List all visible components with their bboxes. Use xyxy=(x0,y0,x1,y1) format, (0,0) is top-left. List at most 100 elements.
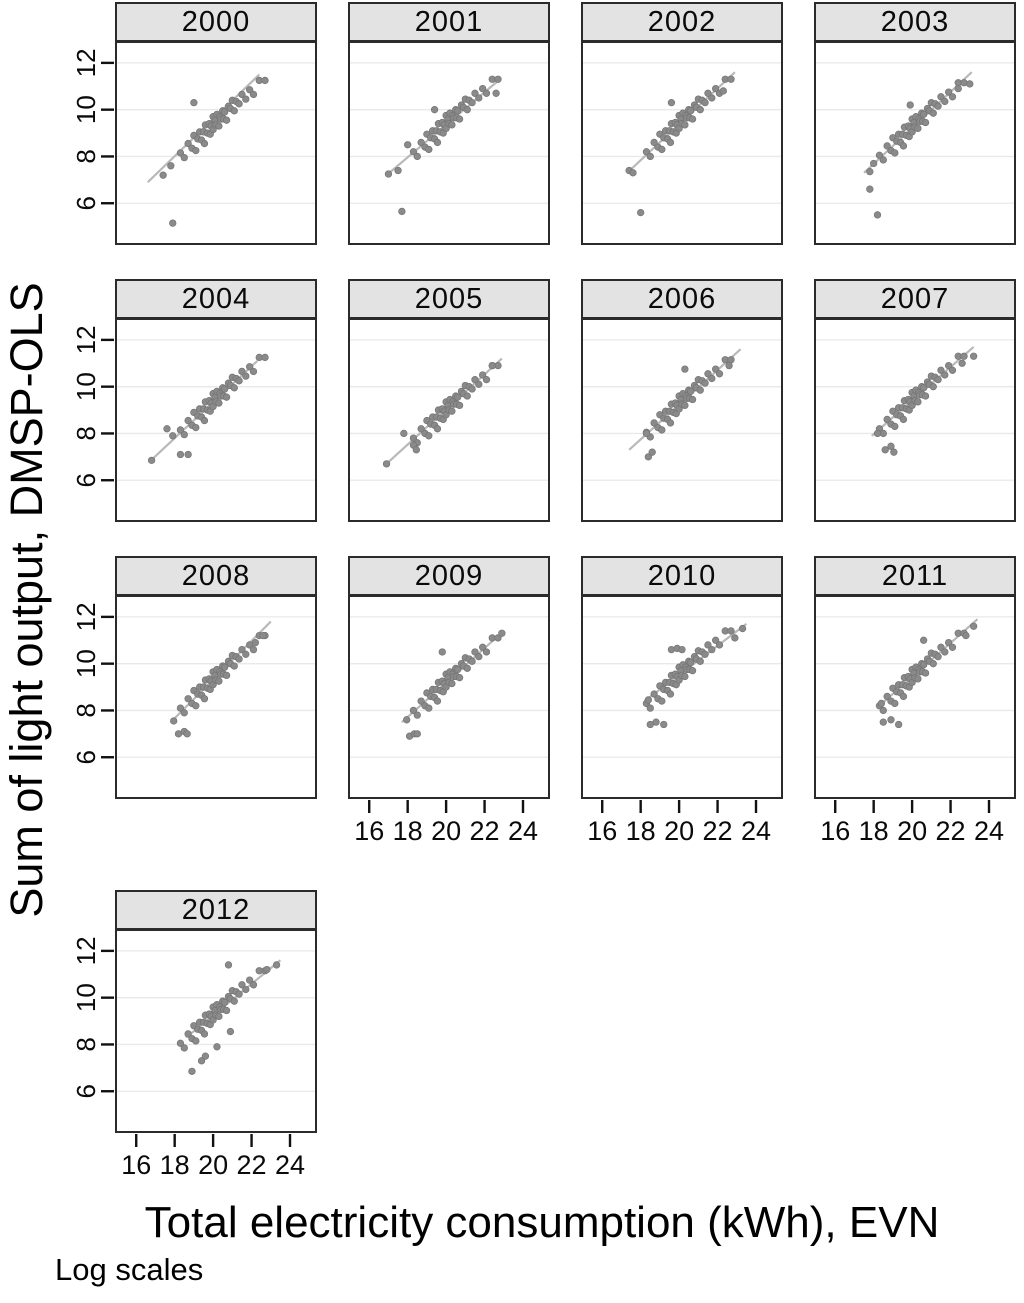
data-point xyxy=(658,697,666,705)
data-point xyxy=(701,379,709,387)
data-point xyxy=(727,627,735,635)
facet-panel-2010: 2010 16 18 20 22 24 xyxy=(581,556,783,846)
x-axis-title: Total electricity consumption (kWh), EVN xyxy=(144,1198,940,1247)
data-point xyxy=(899,415,908,424)
y-tick-label: 12 xyxy=(71,936,101,965)
facet-plot-area xyxy=(814,43,1016,245)
data-point xyxy=(482,648,491,656)
data-point xyxy=(448,407,456,415)
data-point xyxy=(666,690,675,698)
data-point xyxy=(471,648,479,656)
data-point xyxy=(176,704,185,712)
data-point xyxy=(417,425,425,433)
data-point xyxy=(887,716,895,724)
data-point xyxy=(425,432,433,440)
facet-year-label: 2007 xyxy=(814,279,1016,320)
x-tick-label: 24 xyxy=(974,816,1004,846)
data-point xyxy=(877,699,886,708)
data-point xyxy=(944,361,953,370)
x-tick-label: 18 xyxy=(859,816,889,846)
data-point xyxy=(245,976,254,984)
y-tick-label: 10 xyxy=(71,95,101,124)
data-point xyxy=(413,711,421,719)
x-tick-label: 20 xyxy=(431,816,461,846)
data-point xyxy=(403,716,411,724)
data-point xyxy=(169,432,177,440)
data-point xyxy=(235,100,243,108)
facet-panel-2004: 2004 6 8 10 12 xyxy=(71,279,317,522)
data-point xyxy=(272,961,281,969)
data-point xyxy=(184,1030,192,1038)
data-point xyxy=(646,152,654,161)
data-point xyxy=(184,450,192,459)
data-point xyxy=(488,361,496,370)
data-point xyxy=(906,101,914,109)
data-point xyxy=(170,717,178,725)
data-point xyxy=(394,166,402,175)
x-tick-label: 18 xyxy=(393,816,423,846)
data-point xyxy=(725,361,733,370)
data-point xyxy=(221,998,229,1006)
facet-year-label: 2008 xyxy=(115,556,317,597)
data-point xyxy=(708,94,716,102)
data-point xyxy=(259,631,267,640)
data-point xyxy=(890,448,898,456)
data-point xyxy=(701,650,709,658)
scatter-svg-2007 xyxy=(816,339,1014,481)
data-point xyxy=(879,706,887,715)
data-point xyxy=(954,84,962,93)
data-point xyxy=(948,643,957,651)
data-point xyxy=(969,622,978,630)
facet-plot-area: 6 8 10 12 xyxy=(71,597,317,799)
data-point xyxy=(866,185,874,193)
data-point xyxy=(188,1067,196,1076)
data-point xyxy=(681,401,689,410)
data-point xyxy=(384,170,393,178)
data-point xyxy=(222,393,231,401)
x-tick-label: 24 xyxy=(275,1150,305,1180)
data-point xyxy=(176,149,185,157)
data-point xyxy=(941,371,949,379)
facet-plot-area: 16 18 20 22 24 xyxy=(348,597,550,846)
data-point xyxy=(920,384,928,392)
data-point xyxy=(681,121,689,129)
data-point xyxy=(666,419,675,427)
data-point xyxy=(192,146,200,155)
data-point xyxy=(948,93,957,101)
x-tick-label: 16 xyxy=(354,816,384,846)
y-tick-label: 12 xyxy=(71,48,101,77)
scatter-svg-2002 xyxy=(583,62,781,217)
data-point xyxy=(711,84,720,93)
data-point xyxy=(222,116,231,124)
data-point xyxy=(920,661,928,669)
data-point xyxy=(934,375,942,384)
data-point xyxy=(887,442,895,450)
data-point xyxy=(249,367,258,376)
y-tick-label: 6 xyxy=(71,1084,101,1098)
x-tick-label: 20 xyxy=(897,816,927,846)
data-point xyxy=(660,720,668,729)
data-point xyxy=(230,662,238,670)
scatter-svg-2012: 6 8 10 12 16 18 20 22 24 xyxy=(71,936,315,1180)
data-point xyxy=(934,652,942,661)
data-point xyxy=(215,677,223,685)
data-point xyxy=(249,981,258,989)
data-point xyxy=(498,629,506,637)
data-point xyxy=(235,377,243,385)
data-point xyxy=(468,98,476,107)
data-point xyxy=(879,718,887,726)
y-tick-label: 6 xyxy=(71,473,101,487)
data-point xyxy=(176,426,185,434)
data-point xyxy=(221,663,229,671)
data-point xyxy=(184,695,192,703)
scatter-svg-2005 xyxy=(350,339,548,481)
y-tick-label: 10 xyxy=(71,983,101,1012)
data-point xyxy=(430,106,439,114)
data-point xyxy=(666,138,675,147)
data-point xyxy=(475,652,483,661)
data-point xyxy=(398,207,406,216)
facet-panel-2012: 2012 6 8 10 12 16 18 20 22 24 xyxy=(71,890,317,1180)
data-point xyxy=(648,448,656,456)
data-point xyxy=(708,645,716,654)
